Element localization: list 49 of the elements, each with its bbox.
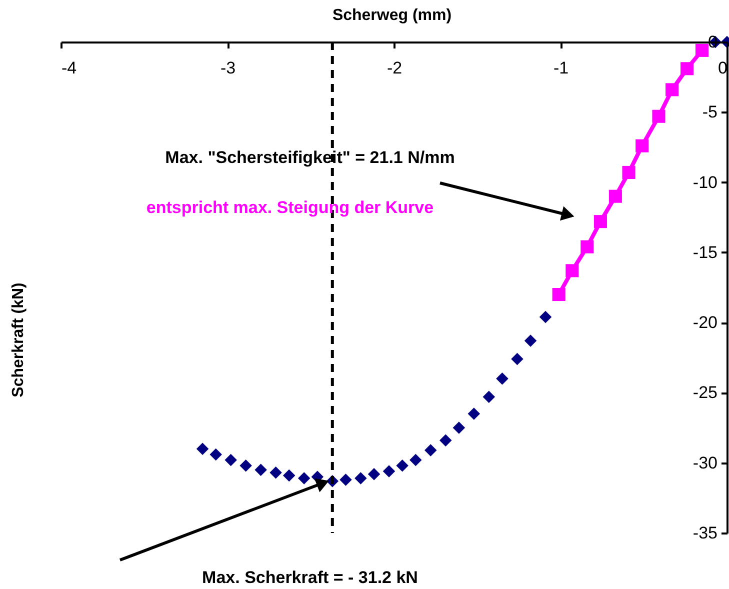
point: [254, 464, 267, 476]
point: [594, 215, 607, 228]
point: [622, 166, 636, 179]
point: [580, 240, 594, 254]
x-tick-label: -4: [62, 58, 77, 78]
point: [552, 288, 566, 302]
point: [282, 469, 296, 482]
y-tick-label: -15: [692, 242, 718, 262]
point: [539, 310, 552, 324]
x-tick-label: -1: [553, 58, 569, 78]
point: [368, 468, 380, 480]
y-tick-label: -35: [692, 524, 718, 542]
point: [196, 442, 209, 455]
point: [298, 472, 310, 484]
point: [680, 62, 694, 76]
x-tick-label: -3: [220, 58, 236, 78]
point: [396, 460, 408, 472]
y-tick-label: -10: [692, 172, 718, 192]
annotation: entspricht max. Steigung der Kurve: [146, 198, 434, 217]
y-tick-label: -20: [692, 313, 718, 332]
y-tick-label: -30: [692, 453, 718, 472]
point: [439, 434, 452, 447]
point: [354, 472, 367, 484]
point: [270, 466, 282, 479]
point: [496, 372, 508, 385]
point: [652, 110, 666, 123]
point: [566, 264, 579, 278]
point: [340, 474, 352, 486]
y-tick-label: -5: [702, 102, 718, 122]
point: [210, 448, 222, 461]
point: [224, 454, 237, 466]
point: [382, 465, 396, 478]
y-tick-label: -25: [692, 383, 718, 402]
point: [424, 444, 437, 456]
x-tick-label: -2: [386, 58, 402, 78]
point: [410, 454, 422, 466]
text: Max. Scherkraft = - 31.2 kN: [202, 568, 418, 587]
point: [511, 352, 524, 366]
point: [696, 44, 709, 57]
y-axis-title: Scherkraft (kN): [10, 282, 27, 398]
point: [240, 460, 252, 472]
x-axis-title: Scherweg (mm): [332, 7, 452, 24]
point: [608, 190, 622, 203]
point: [468, 408, 480, 420]
point: [636, 139, 649, 152]
point: [666, 83, 679, 96]
point: [482, 390, 496, 404]
point: [524, 334, 537, 347]
point: [452, 422, 466, 434]
